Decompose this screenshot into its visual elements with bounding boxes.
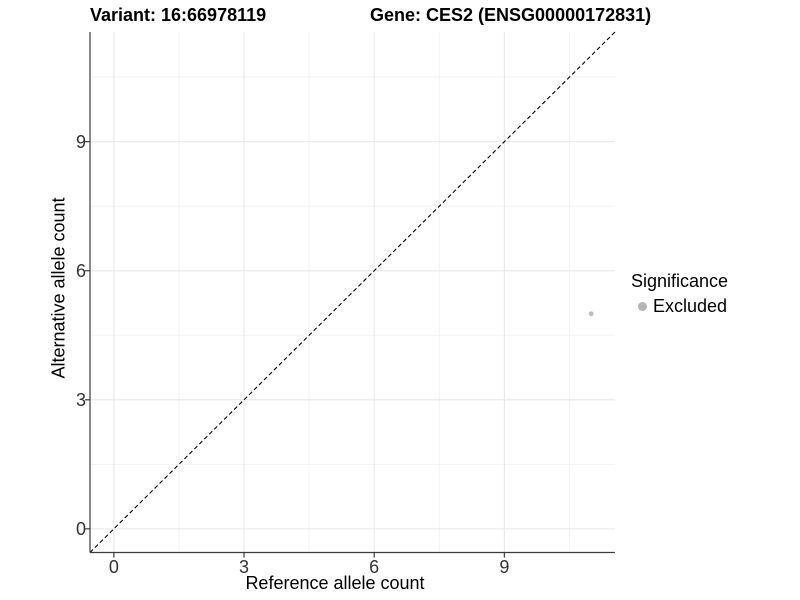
y-tick-label: 3 <box>75 389 86 410</box>
x-tick-label: 0 <box>108 557 119 577</box>
variant-title: Variant: 16:66978119 <box>90 5 267 25</box>
legend-item-label: Excluded <box>653 295 728 316</box>
y-tick-label: 9 <box>75 131 86 152</box>
legend-items: Excluded <box>631 295 728 317</box>
x-axis-title: Reference allele count <box>245 573 425 593</box>
identity-dashed-line <box>89 31 616 553</box>
legend-title: Significance <box>631 271 729 291</box>
gene-title: Gene: CES2 (ENSG00000172831) <box>370 5 652 25</box>
plot-panel <box>85 31 616 558</box>
x-tick-label: 9 <box>499 557 510 577</box>
legend-item: Excluded <box>631 295 728 317</box>
y-tick-label: 6 <box>75 260 86 281</box>
legend: Significance Excluded <box>631 271 728 317</box>
x-tick-label: 6 <box>369 557 380 577</box>
data-point <box>588 311 594 317</box>
y-axis-title: Alternative allele count <box>48 197 69 379</box>
x-tick-label: 3 <box>239 557 250 577</box>
legend-point-icon <box>637 301 647 311</box>
legend-key <box>631 295 653 317</box>
y-tick-label: 0 <box>75 518 86 539</box>
